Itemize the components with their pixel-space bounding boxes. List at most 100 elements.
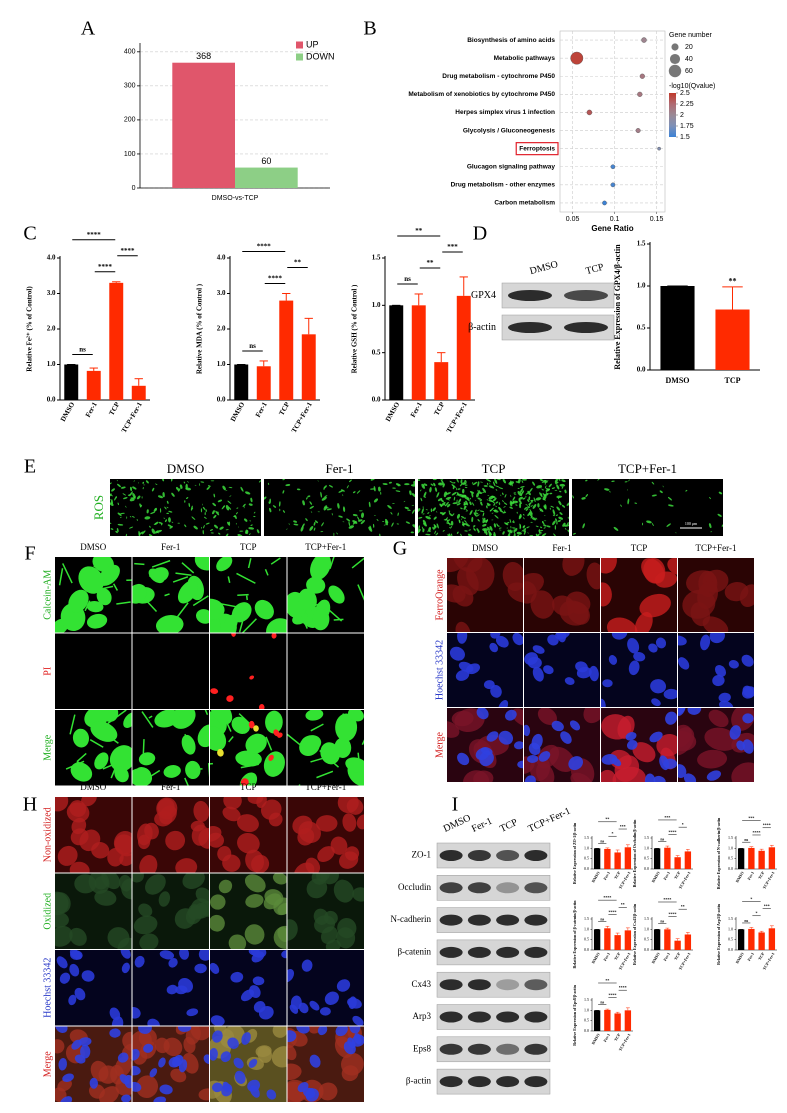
cell <box>439 512 445 515</box>
cell <box>132 492 136 499</box>
cell <box>346 518 351 522</box>
cell <box>74 987 86 1001</box>
cell <box>556 633 567 643</box>
cell <box>502 531 505 535</box>
cell <box>583 708 600 724</box>
cell <box>480 500 483 502</box>
y-tick-label: Glucagon signaling pathway <box>467 163 556 170</box>
cell <box>248 527 255 530</box>
cell <box>59 972 71 984</box>
significance-label: **** <box>268 275 283 283</box>
cell <box>323 505 328 511</box>
cell <box>634 502 638 504</box>
cell <box>272 1026 287 1038</box>
cell <box>502 511 507 514</box>
micrograph <box>524 633 600 707</box>
cell <box>537 503 540 508</box>
blot-band <box>496 1011 520 1023</box>
cell <box>235 522 237 525</box>
cell <box>357 516 360 521</box>
cell <box>731 762 754 782</box>
cell <box>428 526 431 532</box>
cell <box>523 530 526 535</box>
cell <box>548 483 552 488</box>
cell <box>523 527 526 533</box>
cell <box>507 529 513 534</box>
cell <box>742 713 754 724</box>
cell <box>678 764 687 778</box>
cell <box>601 558 617 574</box>
cell <box>293 523 299 526</box>
cell <box>440 503 442 506</box>
panel-letter: F <box>24 543 35 565</box>
cell <box>521 529 525 532</box>
micrograph <box>287 950 364 1026</box>
y-tick-label: 1.0 <box>372 301 381 309</box>
cell <box>495 505 497 508</box>
cell <box>194 557 209 571</box>
cell <box>212 502 216 507</box>
cell <box>450 526 453 529</box>
cell <box>539 526 543 529</box>
x-tick-label: Fer-1 <box>746 870 755 880</box>
cell <box>562 522 566 527</box>
cell <box>109 1028 121 1038</box>
cell <box>480 481 483 483</box>
cell <box>328 585 345 604</box>
cell <box>407 509 411 511</box>
cell <box>472 502 475 506</box>
cell <box>239 530 244 532</box>
significance-label: **** <box>763 823 771 828</box>
cell <box>667 558 677 575</box>
cell <box>129 526 134 529</box>
x-tick-label: Fer-1 <box>662 870 671 880</box>
blot-band <box>524 979 548 991</box>
significance-label: **** <box>753 830 761 835</box>
cell <box>512 496 516 501</box>
significance-label: ns <box>744 918 748 923</box>
cell <box>522 526 525 527</box>
significance-label: ** <box>729 277 737 286</box>
cell <box>572 495 574 499</box>
cell <box>627 637 640 654</box>
y-tick-label: 1.0 <box>584 1007 589 1012</box>
process <box>227 576 231 583</box>
cell <box>471 482 474 484</box>
cell <box>542 489 544 491</box>
y-tick-label: 0.0 <box>217 396 226 404</box>
cell <box>493 534 496 536</box>
cell <box>391 522 394 527</box>
cell <box>185 905 203 925</box>
significance-label: **** <box>121 247 136 255</box>
micrograph <box>678 633 754 707</box>
column-header: TCP <box>498 817 520 835</box>
cell <box>488 485 495 489</box>
micrograph <box>678 708 754 782</box>
cell <box>109 745 132 772</box>
cell <box>285 484 291 487</box>
cell <box>347 710 364 722</box>
column-header: TCP+Fer-1 <box>305 542 346 552</box>
x-tick-label: TCP <box>725 376 741 385</box>
cell <box>120 950 131 959</box>
significance-label: *** <box>664 815 670 820</box>
column-header: TCP <box>631 543 648 553</box>
cell <box>352 520 357 525</box>
cell <box>167 524 172 527</box>
cell <box>418 529 421 534</box>
cell <box>558 516 563 520</box>
row-label: N-cadherin <box>391 914 432 924</box>
cell <box>184 524 187 528</box>
cell <box>506 527 508 529</box>
cell <box>456 503 461 506</box>
cell <box>544 504 547 510</box>
cell <box>143 484 146 486</box>
cell <box>421 508 424 514</box>
micrograph <box>601 633 677 707</box>
y-tick-label: 0.0 <box>637 366 646 374</box>
cell <box>171 521 174 524</box>
cell <box>472 525 476 527</box>
micrograph <box>132 1026 209 1102</box>
cell <box>651 522 654 527</box>
bar <box>593 1010 601 1031</box>
